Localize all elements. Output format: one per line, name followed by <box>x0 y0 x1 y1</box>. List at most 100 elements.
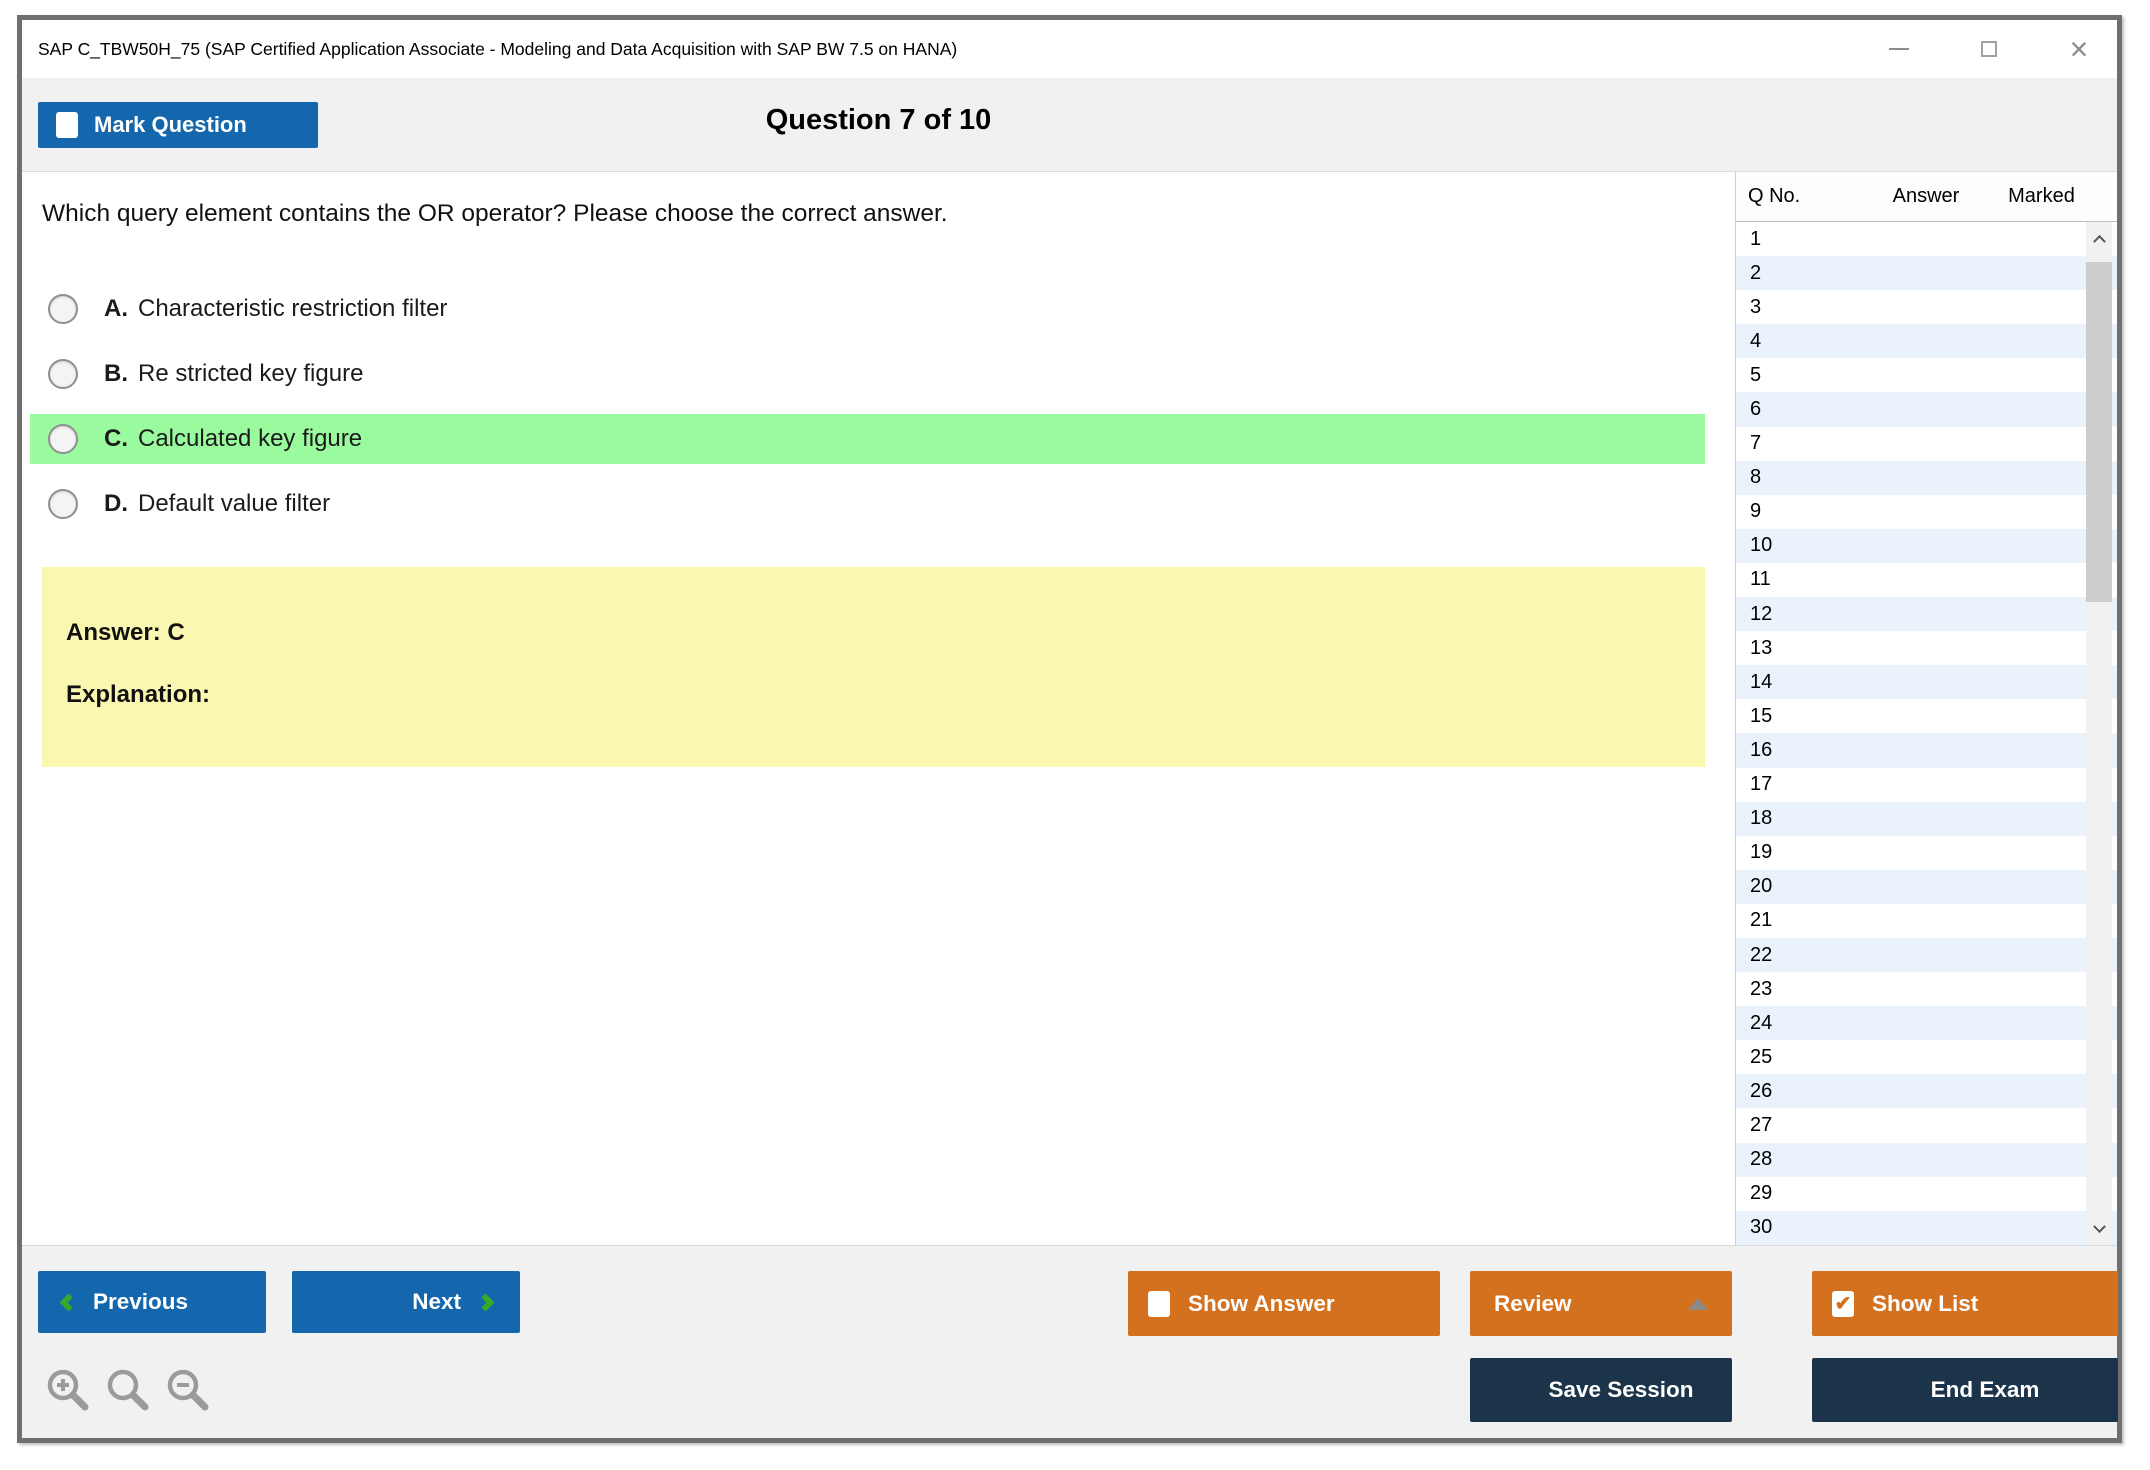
question-number: 11 <box>1750 568 1771 591</box>
zoom-reset-icon[interactable] <box>104 1366 152 1414</box>
question-text: Which query element contains the OR oper… <box>42 200 948 227</box>
question-list-row[interactable]: 10 <box>1736 528 2117 563</box>
zoom-in-icon[interactable] <box>44 1366 92 1414</box>
show-answer-button[interactable]: Show Answer <box>1128 1271 1440 1336</box>
column-marked: Marked <box>2008 185 2075 207</box>
radio-button[interactable] <box>48 489 78 519</box>
question-number: 19 <box>1750 841 1773 864</box>
answer-box: Answer: C Explanation: <box>42 567 1705 767</box>
close-button[interactable]: × <box>2065 31 2093 67</box>
radio-button[interactable] <box>48 359 78 389</box>
show-answer-checkbox[interactable] <box>1148 1290 1170 1317</box>
question-number: 30 <box>1750 1216 1773 1239</box>
option-letter: A. <box>104 295 128 322</box>
question-list-row[interactable]: 22 <box>1736 937 2117 973</box>
end-exam-label: End Exam <box>1930 1377 2040 1402</box>
review-button[interactable]: Review <box>1470 1271 1732 1336</box>
radio-button[interactable] <box>48 424 78 454</box>
question-list-row[interactable]: 24 <box>1736 1006 2117 1041</box>
minimize-button[interactable] <box>1885 35 1913 63</box>
question-list-row[interactable]: 12 <box>1736 597 2117 632</box>
question-number: 5 <box>1750 363 1762 386</box>
question-list-row[interactable]: 15 <box>1736 699 2117 733</box>
radio-button[interactable] <box>48 294 78 324</box>
answer-option[interactable]: B. Re stricted key figure <box>30 349 1705 399</box>
options-list: A. Characteristic restriction filter B. Re … <box>22 284 1735 529</box>
footer-toolbar: Previous Next Show Answer Review ✔ Show … <box>22 1245 2118 1438</box>
question-list-row[interactable]: 25 <box>1736 1040 2117 1074</box>
question-list-row[interactable]: 17 <box>1736 768 2117 802</box>
question-list-row[interactable]: 14 <box>1736 665 2117 700</box>
question-number: 8 <box>1750 466 1762 489</box>
save-session-label: Save Session <box>1548 1377 1694 1402</box>
question-number: 18 <box>1750 807 1773 830</box>
question-list-row[interactable]: 8 <box>1736 460 2117 495</box>
question-list-row[interactable]: 29 <box>1736 1177 2117 1211</box>
question-list-row[interactable]: 3 <box>1736 290 2117 324</box>
check-icon: ✔ <box>1834 1292 1852 1315</box>
exam-window: SAP C_TBW50H_75 (SAP Certified Applicati… <box>17 15 2122 1443</box>
question-number: 17 <box>1750 773 1773 796</box>
scroll-up-button[interactable] <box>2086 222 2112 254</box>
mark-question-checkbox[interactable] <box>56 112 78 138</box>
column-answer: Answer <box>1892 185 1960 207</box>
option-letter: D. <box>104 490 128 517</box>
review-label: Review <box>1494 1290 1572 1316</box>
scroll-down-button[interactable] <box>2086 1213 2112 1245</box>
question-list-row[interactable]: 2 <box>1736 256 2117 291</box>
question-list-row[interactable]: 21 <box>1736 904 2117 938</box>
maximize-button[interactable] <box>1975 35 2003 63</box>
show-answer-label: Show Answer <box>1188 1290 1335 1316</box>
question-list-row[interactable]: 20 <box>1736 869 2117 904</box>
question-number: 13 <box>1750 636 1773 659</box>
question-list-row[interactable]: 23 <box>1736 972 2117 1006</box>
question-number: 24 <box>1750 1011 1773 1034</box>
question-number: 12 <box>1750 602 1773 625</box>
question-list-row[interactable]: 9 <box>1736 495 2117 529</box>
answer-label: Answer: C <box>66 619 185 646</box>
chevron-up-icon <box>2092 234 2106 248</box>
mark-question-button[interactable]: Mark Question <box>38 102 318 148</box>
exam-header: Mark Question Question 7 of 10 <box>22 78 2117 172</box>
zoom-out-icon[interactable] <box>164 1366 212 1414</box>
answer-option[interactable]: A. Characteristic restriction filter <box>30 284 1705 334</box>
question-number: 22 <box>1750 943 1773 966</box>
question-list-row[interactable]: 1 <box>1736 222 2117 256</box>
previous-button[interactable]: Previous <box>38 1271 266 1333</box>
mark-question-label: Mark Question <box>94 112 247 137</box>
question-list-row[interactable]: 28 <box>1736 1142 2117 1177</box>
question-list-row[interactable]: 7 <box>1736 427 2117 461</box>
show-list-checkbox[interactable]: ✔ <box>1832 1290 1854 1317</box>
question-number: 14 <box>1750 670 1773 693</box>
question-number: 28 <box>1750 1148 1773 1171</box>
end-exam-button[interactable]: End Exam <box>1812 1358 2118 1422</box>
question-number: 6 <box>1750 398 1762 421</box>
question-list-row[interactable]: 6 <box>1736 392 2117 427</box>
question-list-row[interactable]: 26 <box>1736 1074 2117 1109</box>
next-button[interactable]: Next <box>292 1271 520 1333</box>
question-list-row[interactable]: 19 <box>1736 836 2117 870</box>
save-session-button[interactable]: Save Session <box>1470 1358 1732 1422</box>
scrollbar[interactable] <box>2086 222 2112 1245</box>
question-number: 1 <box>1750 227 1762 250</box>
question-list-row[interactable]: 13 <box>1736 631 2117 665</box>
show-list-button[interactable]: ✔ Show List <box>1812 1271 2118 1336</box>
close-icon: × <box>2069 31 2089 67</box>
column-qno: Q No. <box>1748 185 1801 207</box>
question-list-row[interactable]: 5 <box>1736 358 2117 392</box>
chevron-right-icon <box>476 1292 495 1312</box>
question-number: 23 <box>1750 977 1773 1000</box>
answer-option[interactable]: D. Default value filter <box>30 479 1705 529</box>
question-list-row[interactable]: 18 <box>1736 801 2117 836</box>
question-list-row[interactable]: 4 <box>1736 324 2117 359</box>
option-text: Default value filter <box>138 490 331 517</box>
question-list-row[interactable]: 16 <box>1736 733 2117 768</box>
question-number: 26 <box>1750 1079 1773 1102</box>
question-number: 3 <box>1750 295 1762 318</box>
scrollbar-thumb[interactable] <box>2086 262 2112 602</box>
answer-option[interactable]: C. Calculated key figure <box>30 414 1705 464</box>
question-list-row[interactable]: 27 <box>1736 1108 2117 1142</box>
question-list-row[interactable]: 11 <box>1736 563 2117 597</box>
question-number: 7 <box>1750 432 1762 455</box>
question-list-row[interactable]: 30 <box>1736 1210 2117 1245</box>
